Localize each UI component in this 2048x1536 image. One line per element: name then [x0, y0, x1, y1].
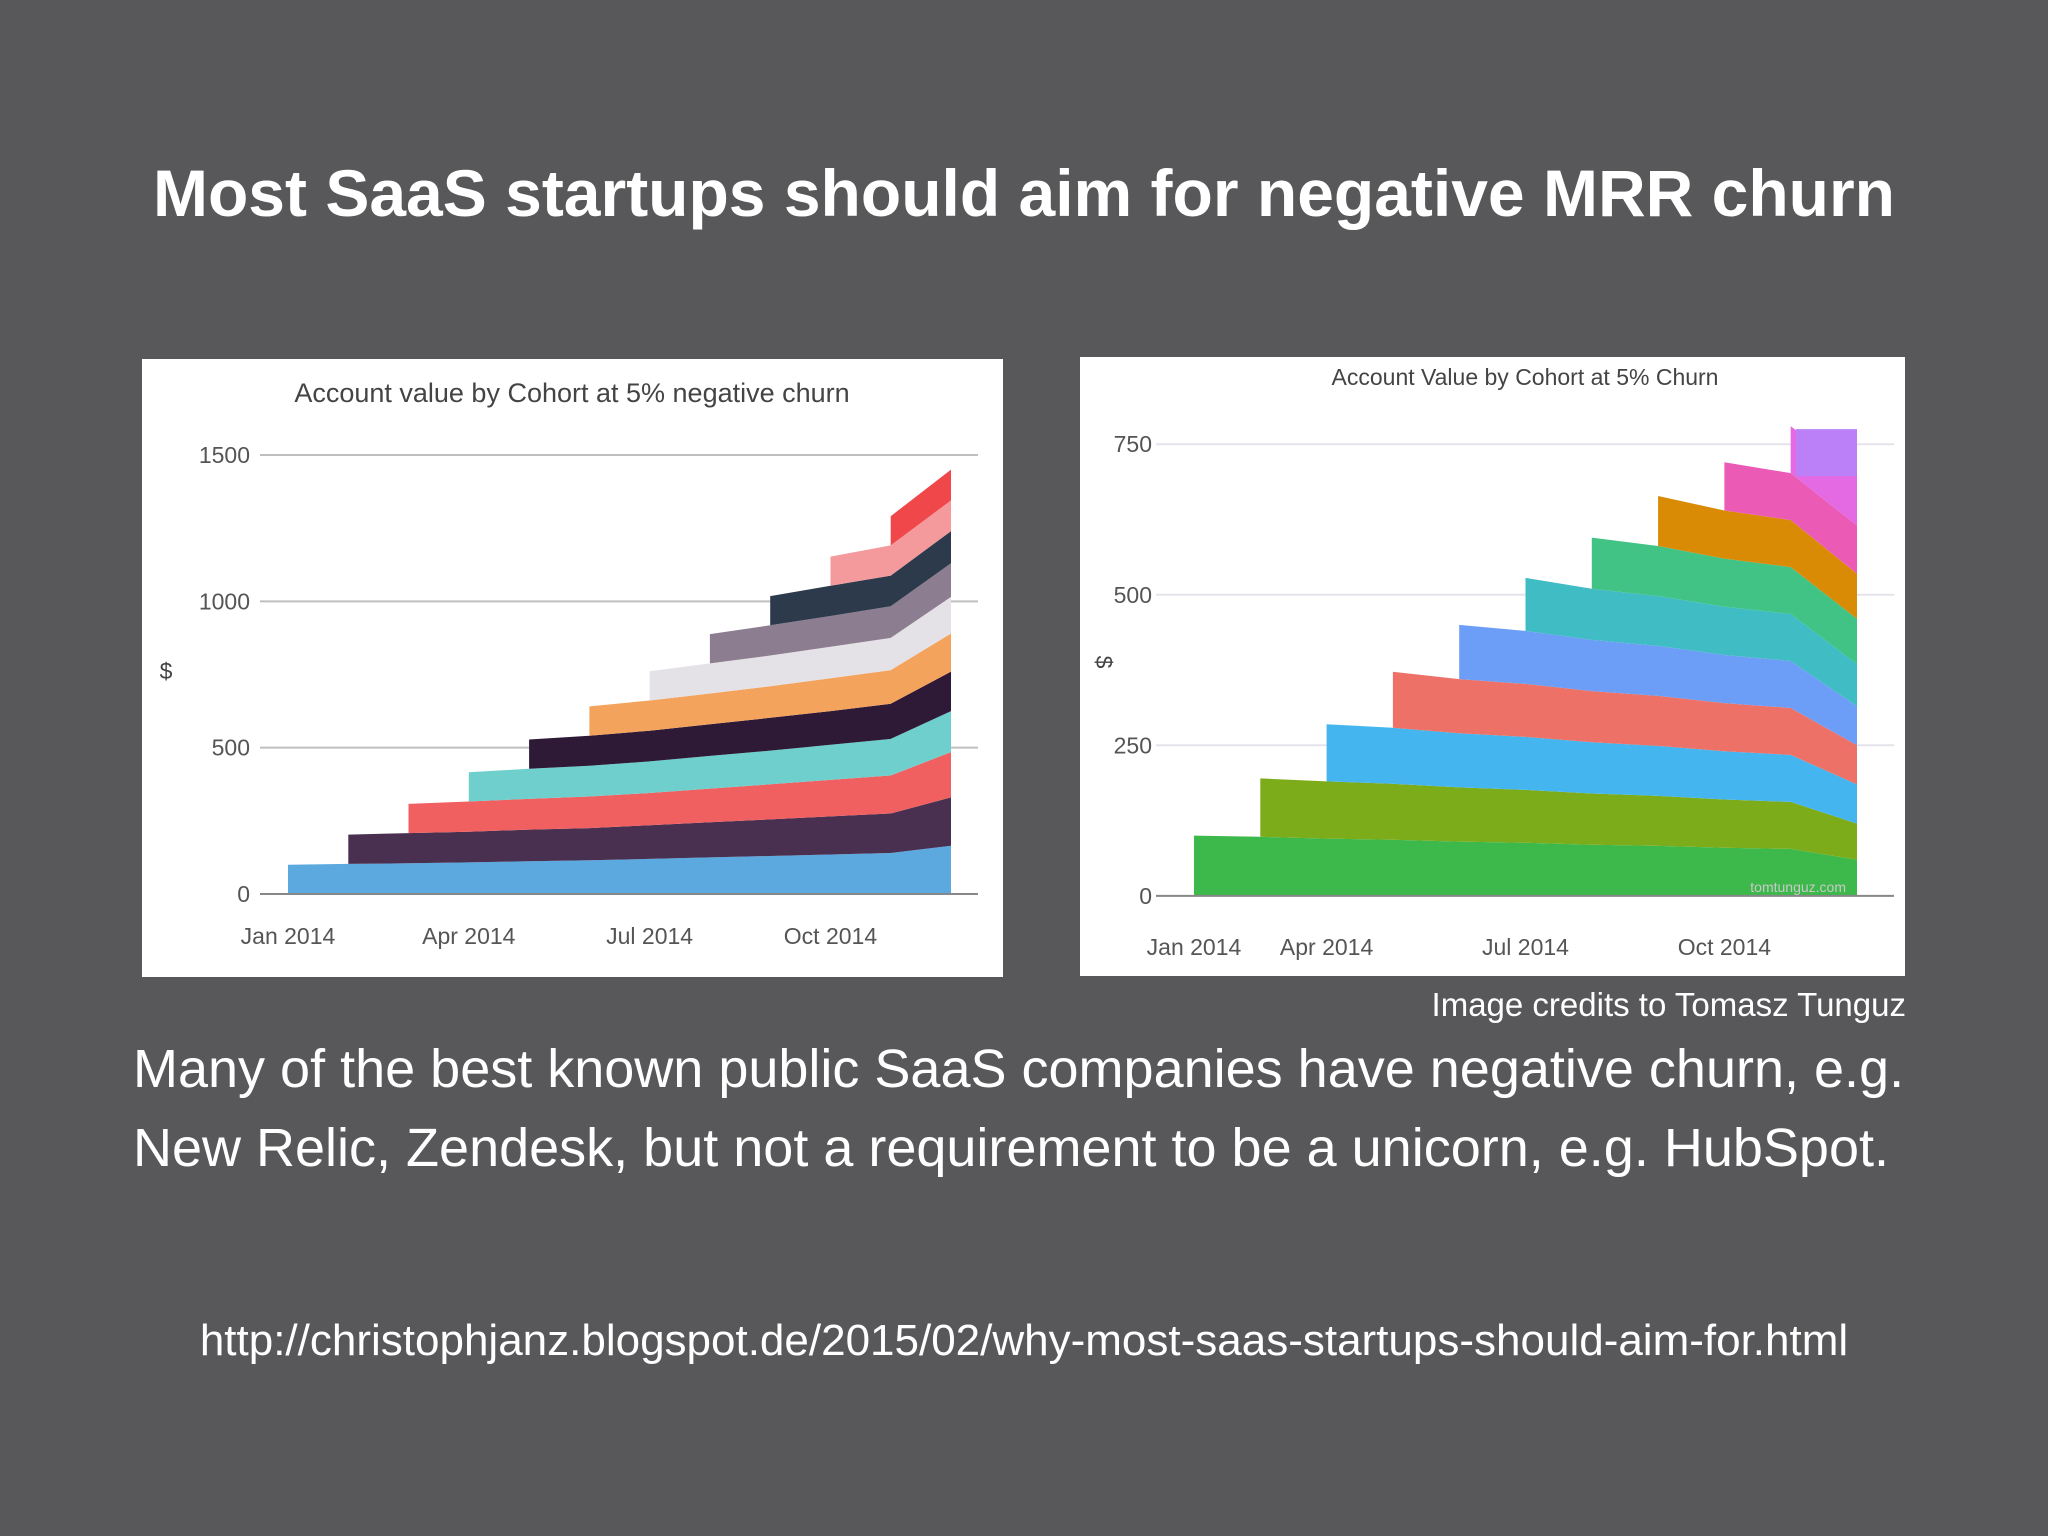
- cohort-band-7: [1591, 537, 1857, 664]
- y-tick-label: 1000: [199, 588, 250, 614]
- x-tick-label: Jan 2014: [241, 923, 336, 949]
- slide-title: Most SaaS startups should aim for negati…: [153, 156, 1895, 230]
- cohort-band-1: [288, 845, 951, 894]
- chart-panel-negative-churn: Account value by Cohort at 5% negative c…: [142, 359, 1003, 977]
- cohort-band-7: [649, 596, 951, 701]
- cohort-band-9: [1724, 462, 1857, 574]
- cohort-band-5: [1459, 624, 1857, 746]
- cohort-band-3: [408, 752, 951, 834]
- cohort-band-5: [529, 671, 951, 769]
- cohort-band-10: [830, 500, 951, 586]
- x-tick-label: Apr 2014: [1280, 934, 1374, 960]
- image-credits: Image credits to Tomasz Tunguz: [1431, 986, 1906, 1023]
- chart-panel-churn: Account Value by Cohort at 5% Churn 0 250 5…: [1080, 357, 1905, 976]
- chart-churn: Account Value by Cohort at 5% Churn 0 250 5…: [1091, 364, 1894, 960]
- cohort-band-9: [770, 531, 951, 626]
- cohort-band-4: [468, 711, 951, 802]
- y-tick-label: 0: [1139, 883, 1152, 909]
- y-tick-label: 1500: [199, 442, 250, 468]
- chart-title: Account Value by Cohort at 5% Churn: [1332, 364, 1719, 390]
- cohort-band-11: [1796, 429, 1857, 477]
- watermark-annotation: tomtunguz.com: [1750, 879, 1846, 895]
- cohort-band-8: [1658, 496, 1857, 619]
- y-tick-label: 0: [237, 881, 250, 907]
- y-tick-label: 250: [1114, 732, 1152, 758]
- cohort-band-1: [1194, 835, 1857, 896]
- cohort-band-2: [348, 797, 951, 864]
- chart-negative-churn: Account value by Cohort at 5% negative c…: [160, 378, 978, 949]
- x-tick-label: Jul 2014: [606, 923, 693, 949]
- x-tick-label: Oct 2014: [1678, 934, 1772, 960]
- cohort-band-8: [709, 563, 951, 664]
- cohort-band-4: [1392, 671, 1857, 785]
- cohort-band-2: [1260, 778, 1857, 860]
- source-link[interactable]: http://christophjanz.blogspot.de/2015/02…: [199, 1316, 1849, 1365]
- cohort-band-11: [890, 469, 951, 546]
- y-tick-label: 750: [1114, 431, 1152, 457]
- y-axis-label: $: [1091, 656, 1117, 669]
- chart-title: Account value by Cohort at 5% negative c…: [294, 378, 849, 408]
- y-tick-label: 500: [212, 735, 250, 761]
- cohort-band-6: [589, 633, 951, 736]
- y-axis-label: $: [160, 658, 173, 684]
- y-tick-label: 500: [1114, 582, 1152, 608]
- cohort-band-3: [1326, 724, 1857, 824]
- x-tick-label: Jul 2014: [1482, 934, 1569, 960]
- x-tick-label: Apr 2014: [422, 923, 516, 949]
- cohort-band-6: [1525, 577, 1857, 707]
- x-tick-label: Jan 2014: [1147, 934, 1242, 960]
- body-paragraph: Many of the best known public SaaS compa…: [133, 1039, 1905, 1178]
- x-tick-label: Oct 2014: [784, 923, 878, 949]
